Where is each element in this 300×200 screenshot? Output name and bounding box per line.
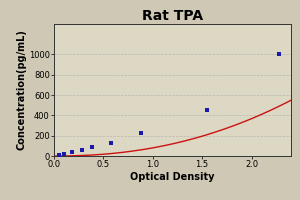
Point: [79, 148, 84, 151]
X-axis label: Optical Density: Optical Density: [130, 172, 215, 182]
Point: [61, 153, 66, 156]
Point: [56, 154, 61, 157]
Point: [69, 151, 74, 154]
Point: [89, 146, 94, 149]
Point: [205, 109, 209, 112]
Y-axis label: Concentration(pg/mL): Concentration(pg/mL): [16, 30, 26, 150]
Point: [139, 132, 143, 135]
Point: [277, 53, 281, 56]
Title: Rat TPA: Rat TPA: [142, 9, 203, 23]
Point: [109, 141, 114, 144]
